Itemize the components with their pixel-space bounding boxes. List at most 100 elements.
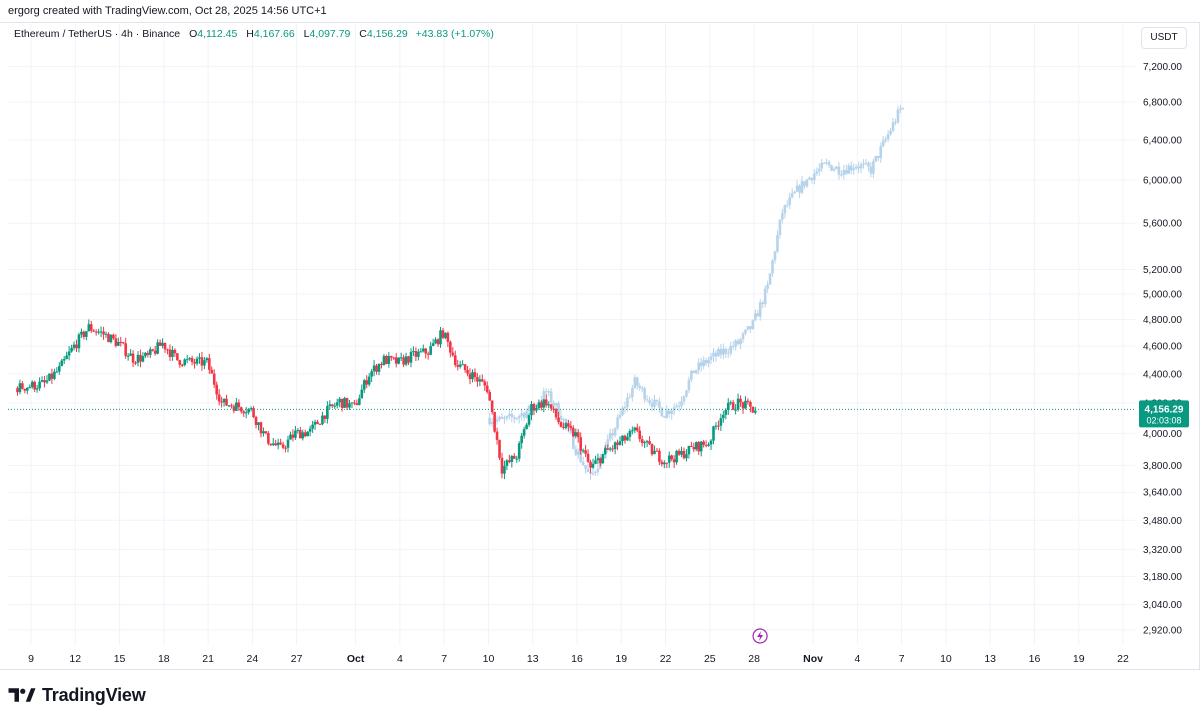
candle-body xyxy=(212,373,216,385)
candle-body xyxy=(586,453,590,462)
projection-body xyxy=(606,439,610,448)
projection-body xyxy=(886,134,890,140)
projection-body xyxy=(655,399,659,402)
projection-body xyxy=(876,155,880,159)
projection-body xyxy=(825,162,828,164)
projection-body xyxy=(766,284,769,289)
candle-body xyxy=(574,432,578,437)
close-value: 4,156.29 xyxy=(366,28,408,40)
candle-body xyxy=(749,402,752,407)
tradingview-footer[interactable]: TradingView xyxy=(8,684,146,706)
candle-body xyxy=(306,431,309,437)
projection-body xyxy=(517,415,521,419)
candle-body xyxy=(252,408,255,418)
candle-body xyxy=(119,341,123,343)
candle-body xyxy=(168,349,172,357)
candle-body xyxy=(279,442,282,445)
symbol-name[interactable]: Ethereum / TetherUS · 4h · Binance xyxy=(14,28,181,40)
candle-body xyxy=(382,355,386,366)
candle-body xyxy=(608,448,612,450)
projection-body xyxy=(800,181,804,193)
candle-body xyxy=(466,370,469,374)
candle-body xyxy=(82,331,86,337)
candle-body xyxy=(114,338,118,346)
candle-body xyxy=(198,357,201,359)
candle-body xyxy=(613,442,617,450)
candle-body xyxy=(242,411,246,414)
projection-body xyxy=(576,451,580,455)
projection-body xyxy=(665,410,669,418)
projection-body xyxy=(781,213,784,220)
symbol-legend: Ethereum / TetherUS · 4h · Binance O4,11… xyxy=(14,28,494,40)
candle-body xyxy=(136,354,140,363)
chart-grid xyxy=(8,22,1135,645)
price-tick-label: 5,600.00 xyxy=(1143,219,1182,230)
candle-body xyxy=(675,450,678,463)
candle-body xyxy=(547,404,551,406)
candlestick-series xyxy=(16,319,757,480)
time-tick-label: 7 xyxy=(441,653,447,665)
candle-body xyxy=(508,460,511,462)
candle-body xyxy=(321,415,324,425)
projection-body xyxy=(586,468,590,473)
projection-body xyxy=(778,219,782,235)
projection-body xyxy=(616,417,619,429)
candle-body xyxy=(176,353,179,361)
candle-body xyxy=(392,357,396,359)
candle-body xyxy=(328,404,332,407)
candle-body xyxy=(166,349,169,351)
time-tick-label: 9 xyxy=(28,653,34,665)
candle-body xyxy=(311,424,314,429)
candle-body xyxy=(121,342,125,344)
candle-body xyxy=(193,362,196,364)
projection-body xyxy=(699,362,703,367)
projection-body xyxy=(544,391,548,393)
candle-body xyxy=(522,429,526,436)
candle-body xyxy=(481,379,484,382)
candle-body xyxy=(520,435,523,444)
candle-body xyxy=(323,415,327,419)
price-tick-label: 3,640.00 xyxy=(1143,488,1182,499)
candle-body xyxy=(670,455,673,460)
candle-body xyxy=(259,422,263,434)
projection-body xyxy=(810,177,814,181)
candle-body xyxy=(235,402,238,411)
currency-button[interactable]: USDT xyxy=(1141,27,1187,49)
candle-body xyxy=(707,444,710,446)
candle-body xyxy=(316,421,319,424)
candle-body xyxy=(650,444,654,455)
chart-credit: ergorg created with TradingView.com, Oct… xyxy=(8,5,327,17)
projection-body xyxy=(692,370,696,374)
projection-body xyxy=(660,407,664,417)
candle-body xyxy=(414,351,418,357)
projection-body xyxy=(803,181,806,187)
candle-body xyxy=(131,353,135,363)
candle-body xyxy=(734,409,737,411)
price-tick-label: 4,800.00 xyxy=(1143,315,1182,326)
projection-body xyxy=(697,362,701,371)
candle-body xyxy=(606,448,610,450)
candle-body xyxy=(173,349,177,354)
price-tag-countdown: 02:03:08 xyxy=(1146,415,1181,425)
candle-body xyxy=(338,398,341,403)
projection-body xyxy=(726,353,730,355)
candle-body xyxy=(350,402,354,404)
projection-body xyxy=(864,162,868,164)
candle-body xyxy=(699,441,703,452)
candle-body xyxy=(313,421,317,425)
candle-body xyxy=(449,341,452,353)
candle-body xyxy=(493,412,496,432)
tradingview-logo-icon xyxy=(8,688,36,702)
candle-body xyxy=(419,351,423,353)
candle-body xyxy=(53,371,56,379)
lightning-event-icon[interactable] xyxy=(752,628,768,644)
candle-body xyxy=(746,400,750,403)
projection-body xyxy=(867,162,870,167)
projection-body xyxy=(896,109,900,123)
candle-body xyxy=(296,430,300,432)
candle-body xyxy=(532,403,536,411)
projection-body xyxy=(889,130,892,135)
projection-body xyxy=(633,377,637,388)
candle-body xyxy=(222,398,226,403)
